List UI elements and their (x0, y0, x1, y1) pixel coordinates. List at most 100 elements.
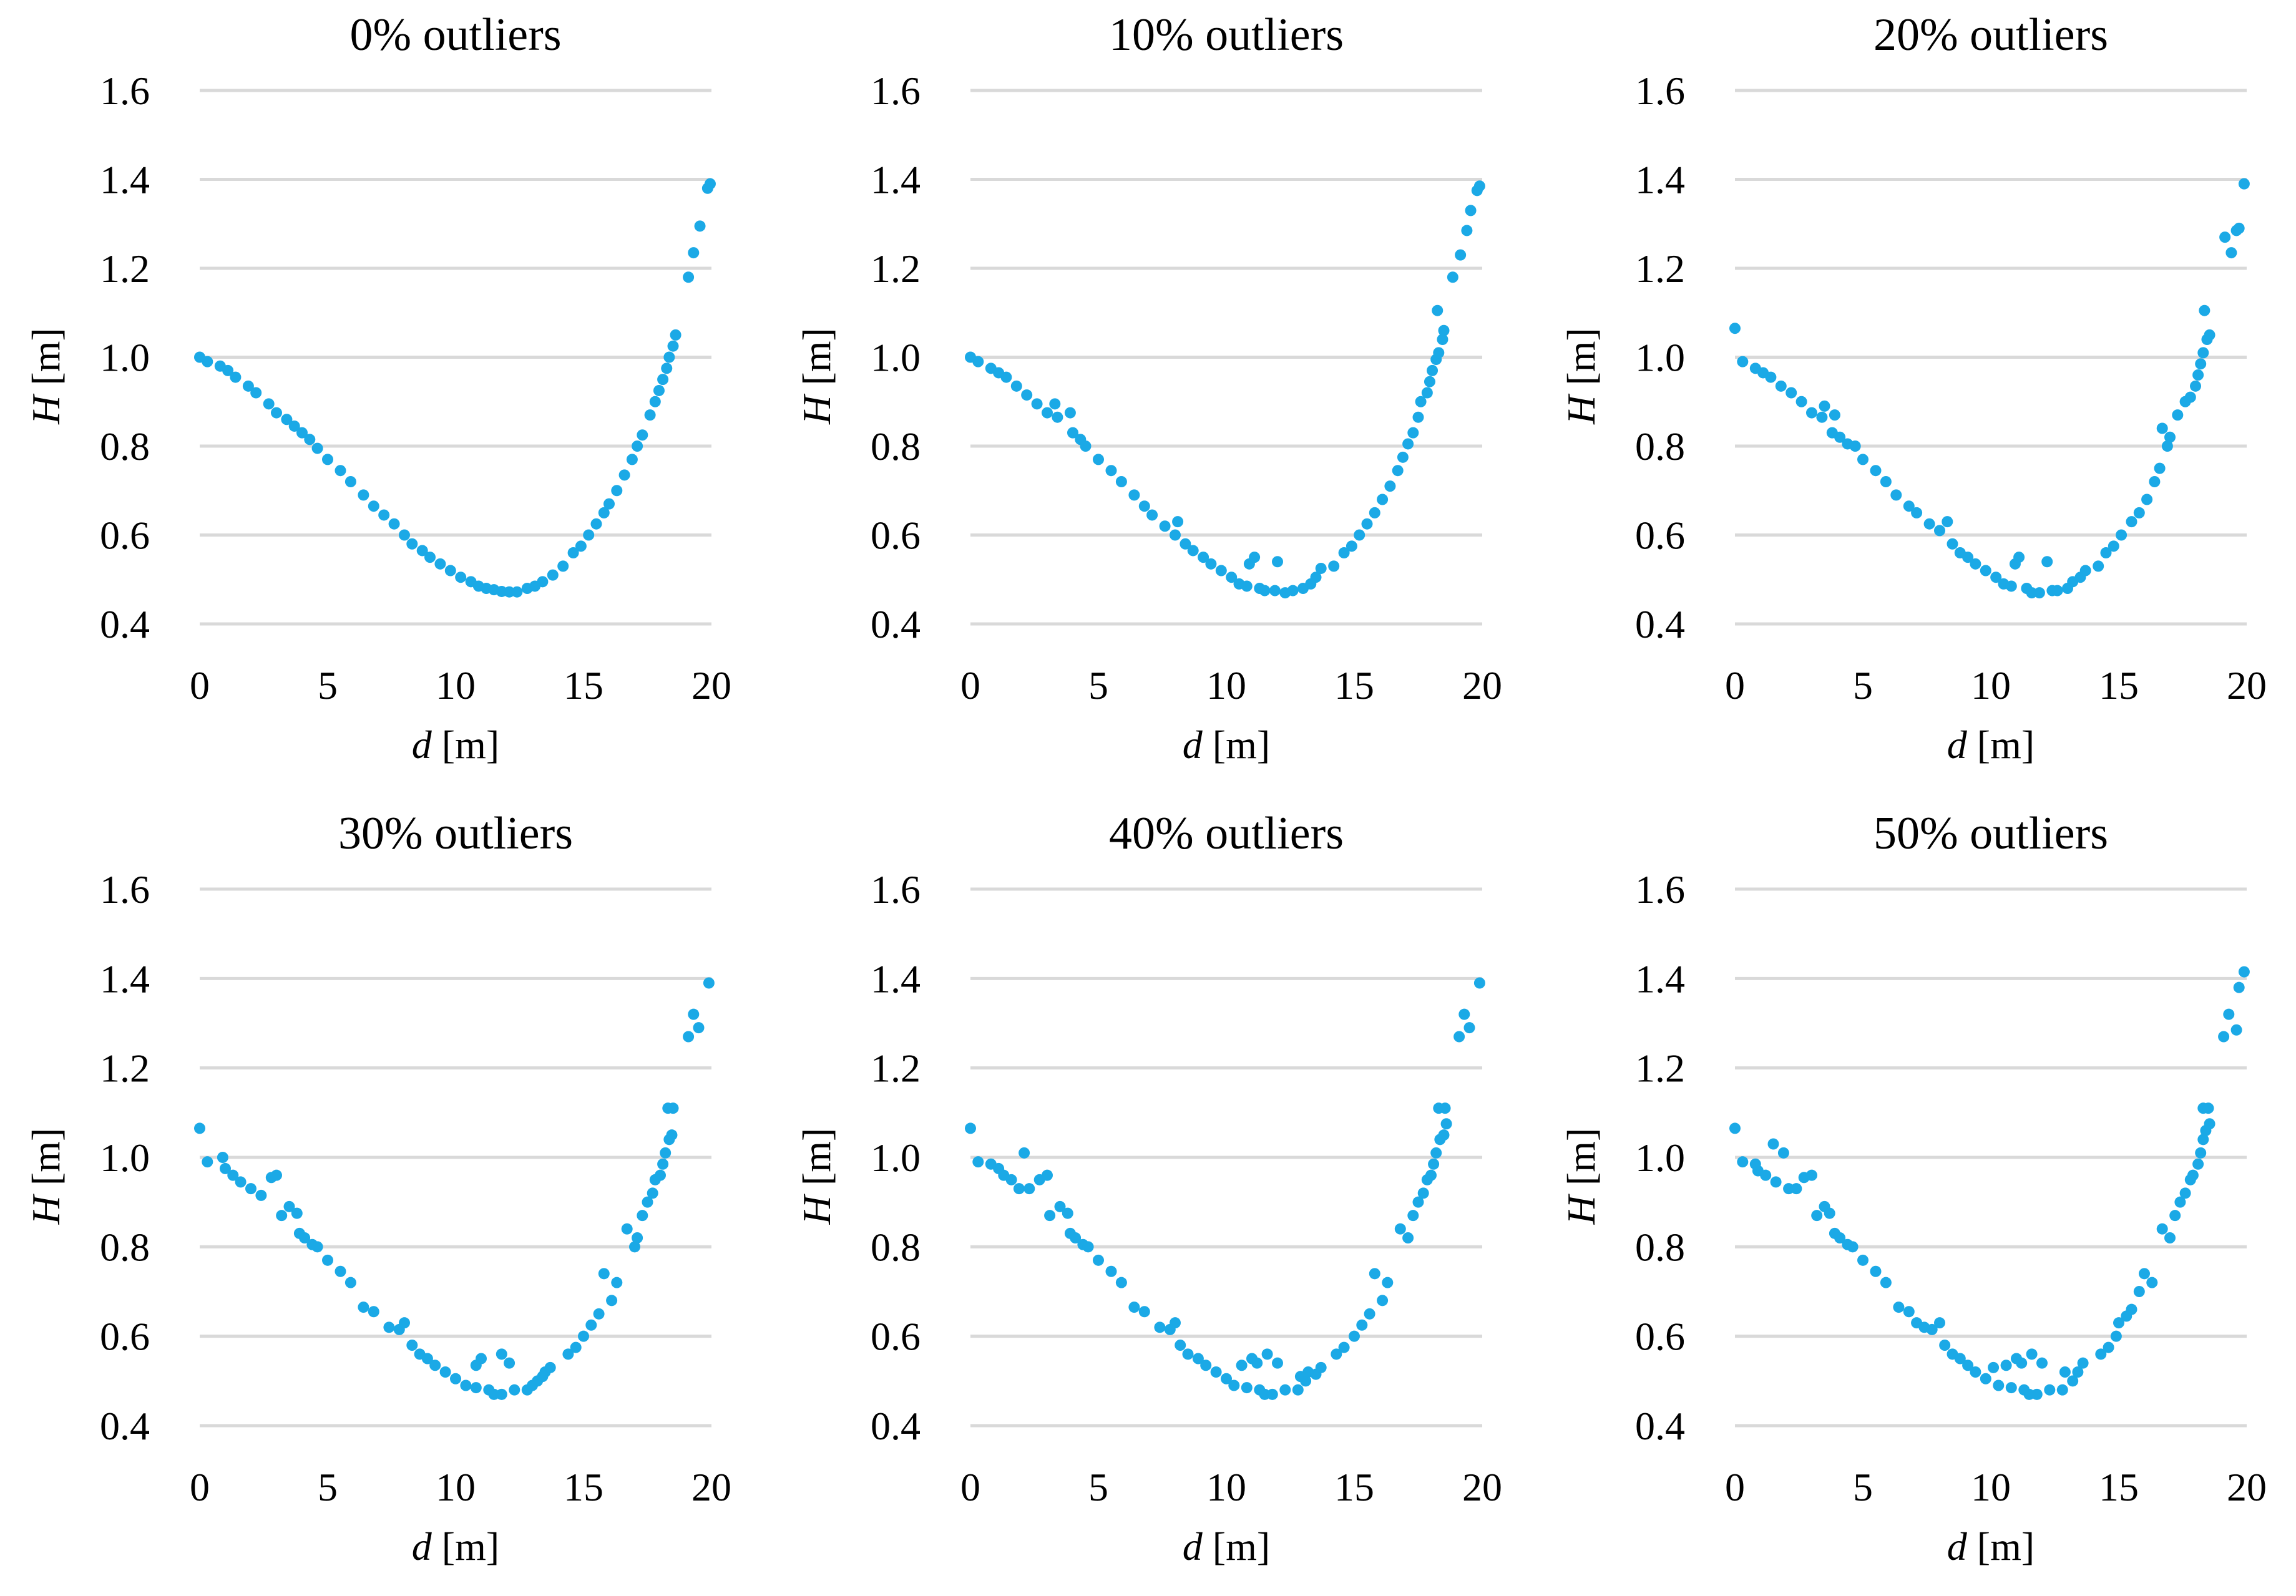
data-point (598, 507, 610, 518)
data-point (1062, 1207, 1073, 1219)
x-axis-label-unit: [m] (1967, 723, 2035, 767)
data-point (311, 1241, 323, 1253)
data-point (649, 396, 661, 407)
data-point (663, 351, 675, 363)
data-point (1783, 1183, 1795, 1195)
data-point (2033, 587, 2045, 599)
data-point (2141, 494, 2153, 505)
x-tick-label: 5 (318, 663, 338, 708)
data-point (667, 340, 679, 352)
data-point (1377, 494, 1389, 505)
y-tick-label: 0.6 (1635, 513, 1685, 558)
x-tick-label: 5 (1853, 663, 1873, 708)
data-point (1067, 427, 1078, 439)
x-axis-label: d [m] (1947, 723, 2035, 767)
data-point (1437, 334, 1448, 345)
data-point (1172, 516, 1184, 528)
data-point (1834, 1232, 1846, 1243)
data-point (2197, 347, 2209, 359)
data-point (2059, 1366, 2071, 1378)
data-point (2225, 247, 2237, 259)
x-tick-label: 10 (436, 663, 476, 708)
x-tick-label: 20 (1462, 663, 1502, 708)
data-point (694, 220, 706, 232)
data-point (1790, 1183, 1802, 1195)
data-point (1893, 1302, 1905, 1313)
data-point (2204, 1118, 2215, 1130)
data-point (439, 1366, 451, 1378)
y-tick-label: 0.4 (871, 602, 921, 646)
data-point (1042, 1169, 1053, 1181)
data-point (1767, 1138, 1779, 1150)
y-axis-label-var: H (794, 393, 839, 425)
data-point (1990, 572, 2002, 583)
data-point (1433, 347, 1445, 359)
x-tick-label: 10 (1206, 663, 1246, 708)
data-point (1241, 1382, 1253, 1394)
data-point (562, 1348, 574, 1360)
data-point (202, 1156, 213, 1168)
y-tick-label: 0.6 (1635, 1315, 1685, 1359)
data-point (1407, 427, 1419, 439)
x-axis-label-var: d (1183, 723, 1203, 767)
y-tick-label: 1.0 (100, 336, 150, 380)
data-point (1816, 411, 1828, 423)
x-axis-label-var: d (412, 723, 432, 767)
x-tick-label: 10 (436, 1465, 476, 1509)
data-point (1947, 538, 1958, 550)
data-point (1192, 1353, 1204, 1365)
data-point (1175, 1340, 1186, 1351)
data-point (1064, 407, 1076, 419)
y-axis-label-unit: [m] (24, 328, 68, 395)
data-point (1777, 1147, 1789, 1159)
data-point (683, 1031, 695, 1043)
x-axis-label-unit: [m] (1203, 1524, 1270, 1569)
data-point (416, 545, 428, 557)
y-tick-label: 0.6 (871, 513, 921, 558)
data-point (358, 489, 369, 501)
data-point (283, 1200, 295, 1212)
chart-panel-4: 0.4 0.6 0.8 1.0 1.2 1.4 1.6 0 5 10 15 20 30% outlier… (24, 808, 731, 1569)
data-point (1729, 1122, 1741, 1134)
y-axis-label: H [m] (794, 1128, 839, 1225)
data-point (1923, 518, 1935, 530)
data-point (220, 1162, 231, 1174)
data-point (683, 271, 695, 283)
data-point (547, 569, 559, 581)
data-point (593, 1308, 605, 1320)
data-point (1439, 1102, 1451, 1114)
data-point (1447, 271, 1458, 283)
x-tick-label: 0 (190, 1465, 210, 1509)
data-point (1346, 540, 1357, 552)
data-point (1954, 1353, 1966, 1365)
data-point (1455, 249, 1467, 261)
data-point (230, 371, 242, 383)
data-point (1115, 1277, 1127, 1288)
data-point (2238, 966, 2250, 978)
data-point (2023, 1388, 2035, 1400)
data-point (1849, 440, 1861, 452)
data-point (1857, 454, 1869, 465)
data-point (1105, 1265, 1117, 1277)
y-tick-label: 1.0 (1635, 1136, 1685, 1180)
data-point (2164, 1232, 2176, 1243)
y-axis-label-var: H (794, 1193, 839, 1225)
data-point (660, 1147, 672, 1159)
data-point (242, 380, 254, 392)
data-point (1082, 1241, 1094, 1253)
data-point (406, 538, 418, 550)
data-point (2218, 1031, 2230, 1043)
data-point (509, 1384, 520, 1396)
x-axis-label: d [m] (1947, 1524, 2035, 1569)
data-point (567, 547, 579, 558)
y-tick-label: 0.8 (100, 1225, 150, 1269)
data-point (1402, 1232, 1414, 1243)
data-point (621, 1223, 633, 1235)
x-axis-label-unit: [m] (432, 1524, 499, 1569)
data-point (488, 1388, 500, 1400)
data-point (1105, 465, 1117, 477)
y-axis-label: H [m] (24, 1128, 68, 1225)
data-point (2005, 580, 2017, 592)
data-point (450, 1373, 461, 1384)
data-point (1870, 1265, 1882, 1277)
